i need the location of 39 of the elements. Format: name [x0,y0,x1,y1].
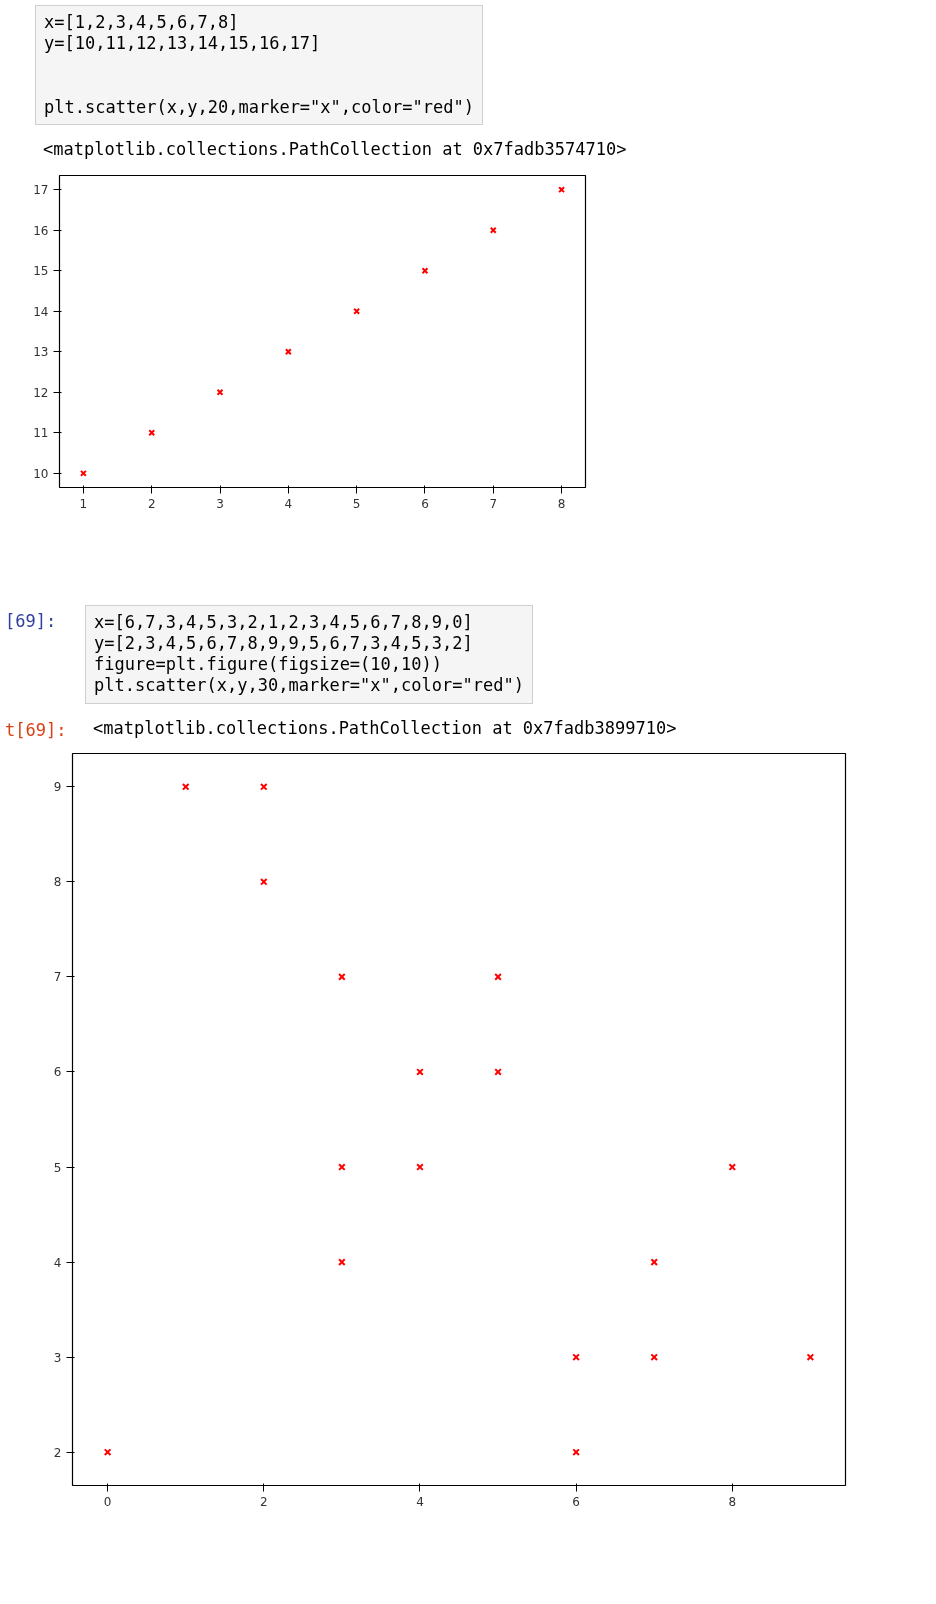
x-tick-label: 0 [103,1494,112,1509]
text: x=[1,2,3,4,5,6,7,8] y=[10,11,12,13,14,15,16,17] plt.scatter(x,y,20,marker="x",color="red") [44,12,474,117]
point [650,1353,659,1361]
x-tick-label: 2 [259,1494,268,1509]
x-tick-label: 6 [421,496,429,510]
y-tick-label: 13 [33,344,49,359]
y-tick-label: 10 [33,466,49,481]
y-tick-label: 8 [53,875,62,890]
text: x=[6,7,3,4,5,3,2,1,2,3,4,5,6,7,8,9,0] y=[2,3,4,5,6,7,8,9,9,5,6,7,3,4,5,3,2] figure=plt.figure(figsize=(10,10)) plt.scatter(x,y,30,marker="x",color="red") [85,604,533,704]
y-tick-label: 12 [33,385,49,400]
text: t[69]: [5,718,67,741]
y-tick-label: 9 [53,780,62,795]
y-tick-label: 6 [53,1065,62,1080]
y-tick-label: 17 [33,182,49,197]
point [216,388,224,396]
y-tick-label: 3 [53,1350,62,1365]
y-tick-label: 4 [53,1255,62,1270]
point [259,877,268,886]
x-tick-label: 8 [728,1494,737,1509]
y-tick-label: 7 [53,970,62,985]
y-tick-label: 2 [53,1445,62,1460]
y-tick-label: 16 [33,223,49,238]
x-tick-label: 4 [284,496,293,510]
x-tick-label: 6 [572,1494,580,1509]
y-tick-label: 11 [33,425,49,440]
x-tick-label: 3 [216,496,224,510]
point [421,266,429,274]
y-tick-label: 15 [33,263,49,278]
text: [69]: [5,609,57,632]
y-tick-label: 5 [53,1160,62,1175]
x-tick-label: 4 [416,1494,424,1509]
text: <matplotlib.collections.PathCollection at 0x7fadb3899710> [92,716,678,740]
text: <matplotlib.collections.PathCollection at 0x7fadb3574710> [42,138,628,162]
x-tick-label: 5 [352,496,361,510]
y-tick-label: 14 [33,304,49,319]
x-tick-label: 2 [147,496,156,510]
x-tick-label: 8 [557,496,566,510]
x-tick-label: 7 [489,496,498,510]
x-tick-label: 1 [79,496,88,510]
